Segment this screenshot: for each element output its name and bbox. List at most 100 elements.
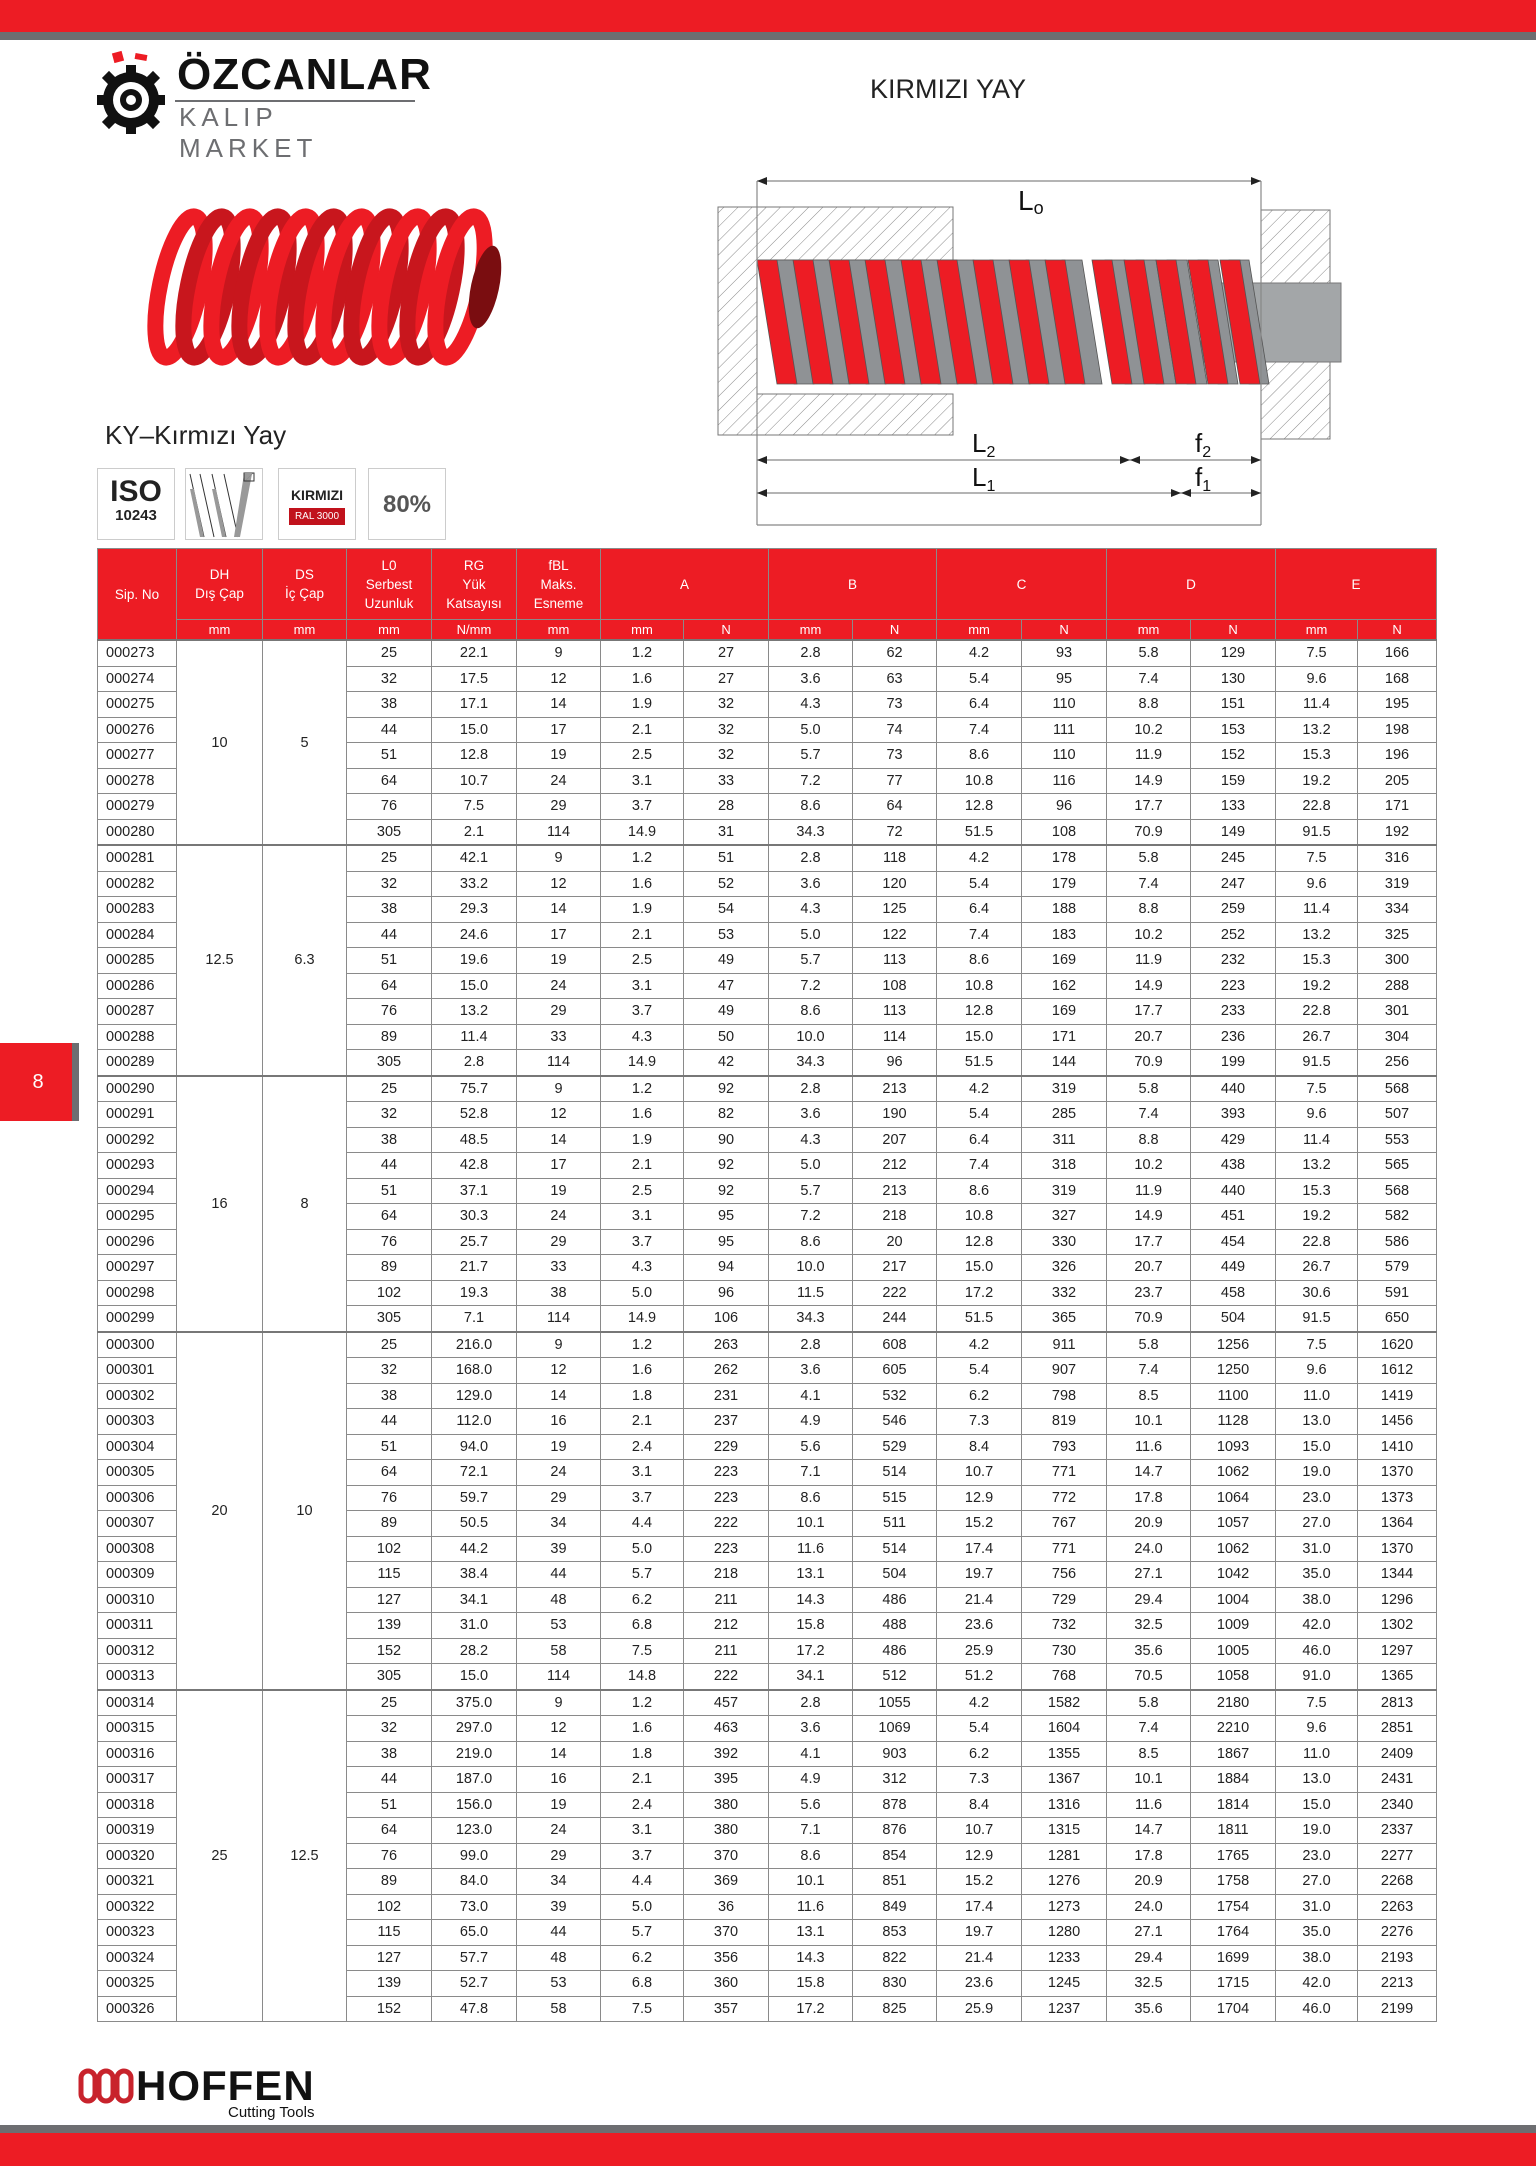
value-cell: 15.8 xyxy=(768,1612,854,1639)
value-cell: 244 xyxy=(852,1305,938,1332)
value-cell: 72.1 xyxy=(431,1459,517,1486)
value-cell: 4.2 xyxy=(936,1688,1023,1716)
order-number-cell: 000279 xyxy=(97,793,177,820)
value-cell: 32 xyxy=(346,665,432,692)
value-cell: 229 xyxy=(682,1433,770,1460)
value-cell: 14.8 xyxy=(600,1663,684,1690)
value-cell: 3.7 xyxy=(600,998,684,1025)
table-row: 000302 38 129.0 14 1.8 231 4.1 532 6.2 798 8.5 1100… xyxy=(97,1382,1437,1409)
value-cell: 10.0 xyxy=(768,1023,854,1050)
value-cell: 830 xyxy=(852,1970,938,1997)
value-cell: 217 xyxy=(852,1254,938,1281)
value-cell: 29 xyxy=(516,998,601,1025)
value-cell: 169 xyxy=(1021,998,1108,1025)
value-cell: 4.2 xyxy=(936,639,1023,667)
value-cell: 370 xyxy=(682,1919,770,1946)
value-cell: 2.8 xyxy=(431,1049,517,1076)
value-cell: 130 xyxy=(1190,665,1277,692)
table-row: 000297 89 21.7 33 4.3 94 10.0 217 15.0 326 20.7 449… xyxy=(97,1254,1437,1281)
value-cell: 9 xyxy=(516,1330,601,1358)
value-cell: 5.7 xyxy=(600,1919,684,1946)
value-cell: 89 xyxy=(346,1868,432,1895)
value-cell: 4.4 xyxy=(600,1868,684,1895)
value-cell: 4.2 xyxy=(936,1330,1023,1358)
value-cell: 32.5 xyxy=(1106,1970,1192,1997)
value-cell: 53 xyxy=(516,1612,601,1639)
value-cell: 5.0 xyxy=(768,1152,854,1179)
value-cell: 23.6 xyxy=(936,1970,1023,1997)
table-row: 000315 32 297.0 12 1.6 463 3.6 1069 5.4 1604 7.4 22… xyxy=(97,1715,1437,1742)
value-cell: 4.3 xyxy=(600,1023,684,1050)
value-cell: 188 xyxy=(1021,896,1108,923)
value-cell: 529 xyxy=(852,1433,938,1460)
value-cell: 15.3 xyxy=(1275,947,1359,974)
value-cell: 19.3 xyxy=(431,1279,517,1306)
value-cell: 29.4 xyxy=(1106,1586,1192,1613)
value-cell: 28 xyxy=(682,793,770,820)
value-cell: 8.6 xyxy=(768,1484,854,1511)
value-cell: 511 xyxy=(852,1510,938,1537)
column-header: DS İç Çap xyxy=(262,548,347,620)
value-cell: 29 xyxy=(516,1484,601,1511)
value-cell: 2213 xyxy=(1357,1970,1437,1997)
value-cell: 504 xyxy=(852,1561,938,1588)
value-cell: 504 xyxy=(1190,1305,1277,1332)
value-cell: 42.8 xyxy=(431,1152,517,1179)
value-cell: 7.5 xyxy=(1275,1688,1359,1716)
value-cell: 62 xyxy=(852,639,938,667)
value-cell: 327 xyxy=(1021,1203,1108,1230)
table-row: 000273 10 5 25 22.1 9 1.2 27 2.8 62 4.2 93 5.8 129 7.5… xyxy=(97,639,1437,846)
value-cell: 3.1 xyxy=(600,972,684,999)
value-cell: 25 xyxy=(346,1688,432,1716)
value-cell: 2.5 xyxy=(600,947,684,974)
value-cell: 211 xyxy=(682,1637,770,1664)
value-cell: 34.3 xyxy=(768,1049,854,1076)
value-cell: 222 xyxy=(852,1279,938,1306)
value-cell: 486 xyxy=(852,1637,938,1664)
value-cell: 11.6 xyxy=(768,1535,854,1562)
value-cell: 650 xyxy=(1357,1305,1437,1332)
value-cell: 1367 xyxy=(1021,1766,1108,1793)
value-cell: 91.5 xyxy=(1275,818,1359,846)
value-cell: 13.0 xyxy=(1275,1766,1359,1793)
order-number-cell: 000285 xyxy=(97,947,177,974)
value-cell: 44 xyxy=(346,1766,432,1793)
value-cell: 171 xyxy=(1357,793,1437,820)
value-cell: 605 xyxy=(852,1357,938,1384)
value-cell: 458 xyxy=(1190,1279,1277,1306)
value-cell: 1764 xyxy=(1190,1919,1277,1946)
table-row: 000323 115 65.0 44 5.7 370 13.1 853 19.7 1280 27.1… xyxy=(97,1919,1437,1946)
value-cell: 1355 xyxy=(1021,1740,1108,1767)
value-cell: 15.0 xyxy=(936,1254,1023,1281)
value-cell: 96 xyxy=(852,1049,938,1076)
order-number-cell: 000280 xyxy=(97,818,177,846)
value-cell: 1365 xyxy=(1357,1663,1437,1690)
table-row: 000296 76 25.7 29 3.7 95 8.6 20 12.8 330 17.7 454 22… xyxy=(97,1228,1437,1255)
value-cell: 1370 xyxy=(1357,1535,1437,1562)
top-gray-bar xyxy=(0,32,1536,40)
table-row: 000278 64 10.7 24 3.1 33 7.2 77 10.8 116 14.9 159 19… xyxy=(97,767,1437,794)
value-cell: 110 xyxy=(1021,742,1108,769)
value-cell: 51 xyxy=(346,1791,432,1818)
value-cell: 7.1 xyxy=(431,1305,517,1332)
value-cell: 17.4 xyxy=(936,1535,1023,1562)
value-cell: 907 xyxy=(1021,1357,1108,1384)
value-cell: 8.8 xyxy=(1106,896,1192,923)
inner-diameter-cell: 5 xyxy=(262,639,347,846)
value-cell: 7.3 xyxy=(936,1766,1023,1793)
value-cell: 1.2 xyxy=(600,639,684,667)
value-cell: 14 xyxy=(516,1382,601,1409)
value-cell: 38.4 xyxy=(431,1561,517,1588)
value-cell: 5.7 xyxy=(768,742,854,769)
value-cell: 245 xyxy=(1190,844,1277,872)
value-cell: 70.9 xyxy=(1106,818,1192,846)
value-cell: 91.5 xyxy=(1275,1305,1359,1332)
value-cell: 8.8 xyxy=(1106,1126,1192,1153)
iso-number: 10243 xyxy=(115,507,157,524)
iso-badge: ISO 10243 xyxy=(97,468,175,540)
table-row: 000279 76 7.5 29 3.7 28 8.6 64 12.8 96 17.7 133 22.8… xyxy=(97,793,1437,820)
table-row: 000287 76 13.2 29 3.7 49 8.6 113 12.8 169 17.7 233 2… xyxy=(97,998,1437,1025)
value-cell: 582 xyxy=(1357,1203,1437,1230)
value-cell: 1364 xyxy=(1357,1510,1437,1537)
value-cell: 223 xyxy=(1190,972,1277,999)
